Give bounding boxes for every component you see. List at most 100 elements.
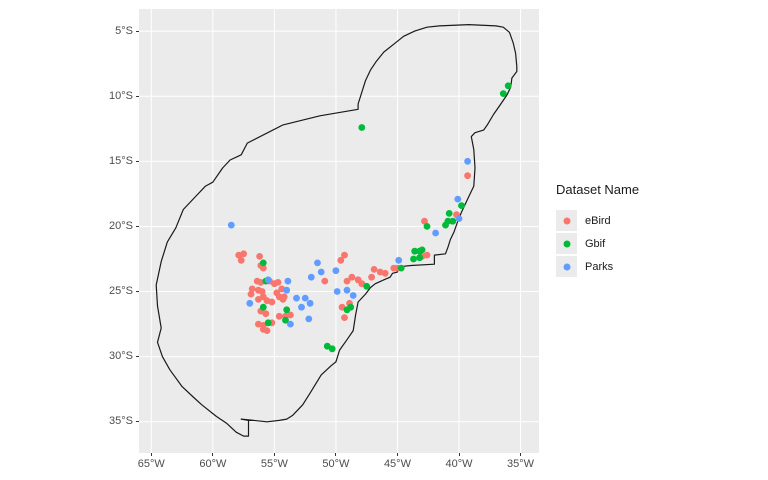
data-point-parks xyxy=(283,286,291,294)
data-point-parks xyxy=(333,288,341,295)
y-tick-label: 10°S xyxy=(109,89,133,102)
data-point-ebird xyxy=(337,256,345,264)
data-point-gbif xyxy=(397,264,405,272)
data-point-gbif xyxy=(411,247,419,255)
x-tick-mark xyxy=(335,453,337,456)
legend-label: Gbif xyxy=(585,237,606,250)
legend-dot-icon xyxy=(563,240,570,247)
legend-key xyxy=(556,210,577,231)
data-point-ebird xyxy=(240,250,247,258)
data-point-gbif xyxy=(410,255,417,263)
legend-dot-icon xyxy=(563,217,570,224)
data-point-gbif xyxy=(442,221,449,229)
legend-item-ebird: eBird xyxy=(556,209,639,232)
x-tick-mark xyxy=(520,453,522,456)
data-point-parks xyxy=(264,276,272,284)
data-point-parks xyxy=(454,195,462,203)
legend-label: Parks xyxy=(585,260,614,273)
y-tick-mark xyxy=(135,421,139,423)
data-point-gbif xyxy=(358,124,366,131)
data-point-gbif xyxy=(499,90,507,97)
data-point-ebird xyxy=(275,312,283,320)
data-point-gbif xyxy=(449,217,457,225)
data-point-parks xyxy=(464,157,471,165)
data-point-parks xyxy=(432,229,439,237)
data-point-parks xyxy=(455,215,463,223)
x-tick-label: 60°W xyxy=(199,458,227,470)
data-point-gbif xyxy=(504,82,512,90)
x-tick-label: 55°W xyxy=(260,458,288,470)
data-point-gbif xyxy=(283,306,291,314)
y-tick-label: 20°S xyxy=(109,219,133,232)
y-tick-label: 5°S xyxy=(115,24,133,37)
legend-items: eBird Gbif Parks xyxy=(556,209,639,278)
data-point-gbif xyxy=(282,316,289,324)
data-point-parks xyxy=(227,221,235,229)
data-point-ebird xyxy=(421,217,428,225)
data-point-gbif xyxy=(264,319,272,327)
x-tick-label: 40°W xyxy=(445,458,473,470)
legend: Dataset Name eBird Gbif Parks xyxy=(556,183,639,278)
x-tick-mark xyxy=(212,453,214,456)
data-point-gbif xyxy=(423,223,431,230)
data-point-gbif xyxy=(458,202,465,210)
data-point-ebird xyxy=(256,253,263,260)
data-point-ebird xyxy=(262,310,270,318)
legend-key xyxy=(556,256,577,277)
data-point-parks xyxy=(301,294,309,302)
data-point-ebird xyxy=(248,285,256,293)
data-point-ebird xyxy=(464,172,471,180)
legend-label: eBird xyxy=(585,214,611,227)
data-point-ebird xyxy=(259,264,267,272)
data-point-parks xyxy=(395,256,403,264)
data-point-ebird xyxy=(258,288,266,295)
x-tick-label: 35°W xyxy=(507,458,535,470)
country-outline xyxy=(155,24,518,437)
legend-title: Dataset Name xyxy=(556,182,640,197)
data-point-ebird xyxy=(321,277,329,285)
data-point-parks xyxy=(306,299,314,307)
data-point-ebird xyxy=(263,327,271,334)
data-point-ebird xyxy=(341,251,348,259)
legend-dot-icon xyxy=(563,263,570,270)
data-point-ebird xyxy=(274,279,282,286)
data-point-parks xyxy=(287,320,294,328)
data-point-ebird xyxy=(341,314,348,321)
data-point-parks xyxy=(317,268,325,276)
x-tick-mark xyxy=(273,453,275,456)
data-point-parks xyxy=(343,286,351,294)
data-point-ebird xyxy=(348,273,356,281)
legend-item-parks: Parks xyxy=(556,255,639,278)
data-point-gbif xyxy=(416,254,423,262)
data-point-parks xyxy=(349,292,357,299)
y-tick-mark xyxy=(135,95,139,97)
data-point-parks xyxy=(305,315,313,323)
data-point-ebird xyxy=(370,266,378,273)
data-point-ebird xyxy=(237,256,245,264)
x-tick-label: 45°W xyxy=(383,458,411,470)
x-tick-label: 65°W xyxy=(137,458,165,470)
data-point-gbif xyxy=(347,303,355,311)
x-tick-mark xyxy=(396,453,398,456)
data-point-parks xyxy=(307,273,315,281)
map-plot-svg xyxy=(139,9,539,453)
data-point-gbif xyxy=(259,259,267,267)
data-point-parks xyxy=(298,303,305,311)
map-panel xyxy=(139,9,539,453)
y-tick-mark xyxy=(135,160,139,162)
data-point-ebird xyxy=(247,290,255,298)
data-point-gbif xyxy=(259,303,267,311)
legend-key xyxy=(556,233,577,254)
y-tick-label: 25°S xyxy=(109,285,133,298)
x-tick-label: 50°W xyxy=(322,458,350,470)
data-point-gbif xyxy=(418,246,426,254)
data-point-parks xyxy=(293,294,300,302)
data-point-ebird xyxy=(368,273,375,281)
data-point-parks xyxy=(284,277,292,285)
x-tick-mark xyxy=(150,453,152,456)
data-point-ebird xyxy=(343,277,351,285)
data-point-ebird xyxy=(423,251,431,259)
y-tick-label: 35°S xyxy=(109,415,133,428)
data-point-ebird xyxy=(381,269,389,277)
